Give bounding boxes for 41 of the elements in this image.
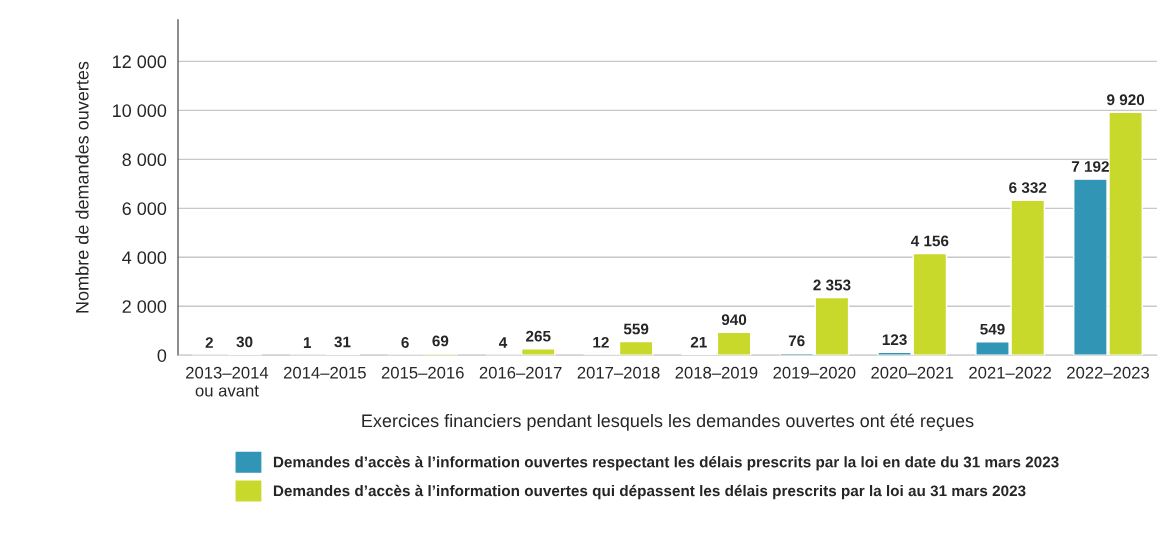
text: 940 xyxy=(721,314,747,326)
x-tick-label: 2022–2023 xyxy=(1067,366,1149,379)
x-tick-label: 2020–2021 xyxy=(871,366,954,379)
legend-label: Demandes d’accès à l’information ouvertes respectant les délais prescrits par la loi en date du 31 mars 2023 xyxy=(273,456,1059,471)
y-tick-label: 10 000 xyxy=(113,104,167,118)
y-tick-label: 6 000 xyxy=(122,202,167,216)
text: 2 xyxy=(205,337,213,348)
x-tick-label: 2017–2018 xyxy=(577,366,660,379)
text: 76 xyxy=(788,335,805,347)
legend-label: Demandes d’accès à l’information ouvertes qui dépassent les délais prescrits par la loi au 31 mars 2023 xyxy=(273,484,1026,500)
text: 30 xyxy=(236,336,253,348)
text: 6 xyxy=(401,337,409,348)
text: 4 156 xyxy=(910,235,949,247)
y-tick-label: 0 xyxy=(157,349,167,362)
text: 1 xyxy=(303,337,312,348)
text: 7 192 xyxy=(1071,161,1109,172)
y-tick-label: 12 000 xyxy=(113,55,167,69)
y-axis-title: Nombre de demandes ouvertes xyxy=(75,61,89,313)
text: 9 920 xyxy=(1107,94,1145,106)
x-tick-label: 2021–2022 xyxy=(969,366,1051,379)
x-tick-label: 2015–2016 xyxy=(381,366,464,379)
x-tick-label: 2014–2015 xyxy=(283,366,366,379)
text: 2 353 xyxy=(813,279,851,291)
x-tick-label: 2019–2020 xyxy=(773,366,856,379)
text: 69 xyxy=(432,335,449,347)
text: 549 xyxy=(980,323,1005,335)
text: 12 xyxy=(593,336,609,348)
text: 31 xyxy=(334,336,351,348)
y-tick-label: 2 000 xyxy=(122,300,167,313)
text: 4 xyxy=(498,337,508,348)
text: 123 xyxy=(882,334,907,346)
x-tick-label: 2018–2019 xyxy=(675,366,758,379)
text: 21 xyxy=(690,336,707,348)
x-tick-label: 2013–2014 ou avant xyxy=(186,366,269,397)
x-axis-title: Exercices financiers pendant lesquels les demandes ouvertes ont été reçues xyxy=(362,413,974,431)
y-tick-label: 4 000 xyxy=(122,251,167,265)
text: 265 xyxy=(526,330,551,342)
x-tick-label: 2016–2017 xyxy=(479,366,562,379)
text: 6 332 xyxy=(1009,182,1047,194)
text: 559 xyxy=(623,323,649,335)
y-tick-label: 8 000 xyxy=(122,153,167,167)
